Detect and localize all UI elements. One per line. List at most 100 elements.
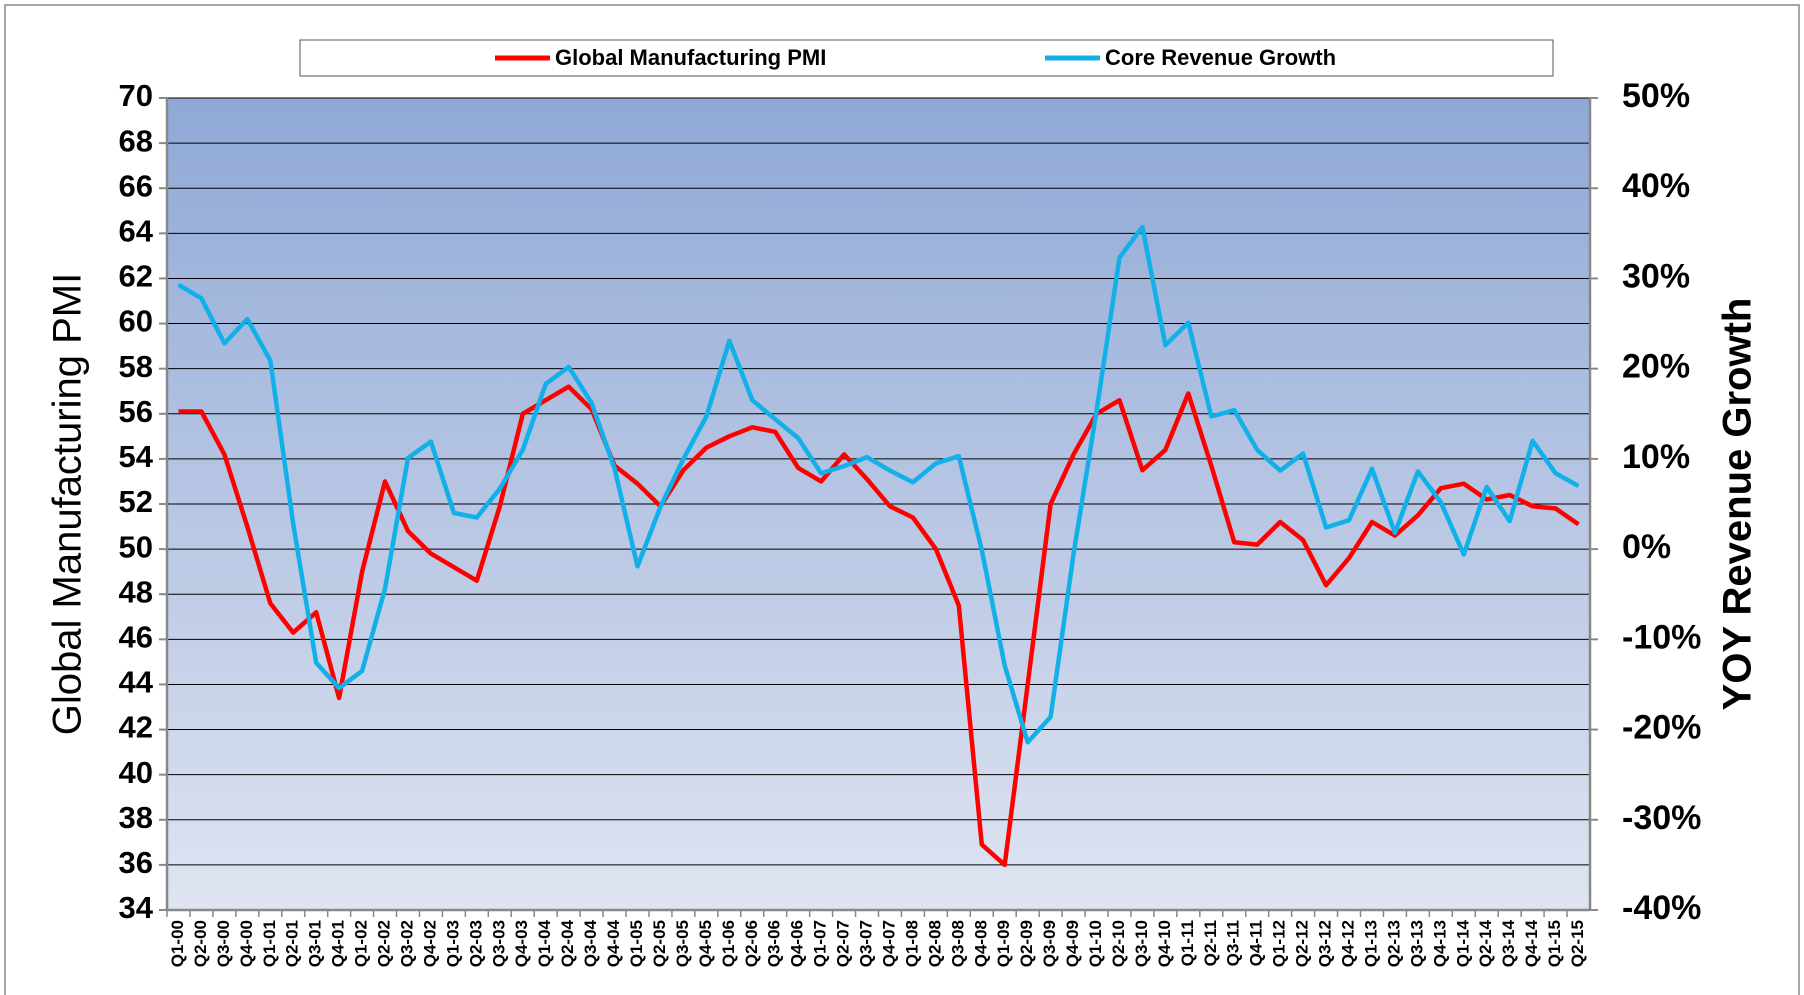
x-tick-label: Q2-14	[1476, 919, 1495, 967]
x-tick-label: Q4-10	[1155, 920, 1174, 967]
legend-label: Core Revenue Growth	[1105, 45, 1336, 70]
x-tick-label: Q2-08	[925, 920, 944, 967]
x-tick-label: Q4-07	[879, 920, 898, 967]
x-tick-label: Q1-10	[1086, 920, 1105, 967]
x-tick-label: Q2-06	[742, 920, 761, 967]
y2-tick-label: 30%	[1622, 257, 1690, 295]
y-tick-label: 40	[119, 755, 153, 790]
x-tick-label: Q4-11	[1247, 920, 1266, 966]
y-axis-title: Global Manufacturing PMI	[46, 273, 90, 735]
y-tick-label: 50	[119, 529, 153, 564]
x-tick-label: Q1-07	[811, 920, 830, 967]
x-tick-label: Q3-04	[581, 919, 600, 967]
y-tick-label: 58	[119, 349, 153, 384]
x-tick-label: Q2-07	[834, 920, 853, 967]
x-tick-label: Q3-14	[1499, 919, 1518, 967]
x-tick-label: Q4-09	[1063, 920, 1082, 967]
x-tick-label: Q2-13	[1384, 920, 1403, 967]
y2-tick-label: 0%	[1622, 528, 1671, 566]
x-tick-label: Q2-15	[1568, 920, 1587, 967]
x-tick-label: Q1-15	[1545, 920, 1564, 967]
y-tick-label: 52	[119, 484, 153, 519]
x-tick-label: Q1-03	[443, 920, 462, 967]
x-tick-label: Q2-01	[283, 920, 302, 967]
x-tick-label: Q2-10	[1109, 920, 1128, 967]
y-tick-label: 66	[119, 168, 153, 203]
x-tick-label: Q4-05	[696, 920, 715, 967]
x-tick-label: Q1-01	[260, 920, 279, 967]
y2-tick-label: -40%	[1622, 889, 1701, 927]
y-tick-label: 34	[119, 890, 154, 925]
x-tick-label: Q3-09	[1040, 920, 1059, 967]
x-tick-label: Q3-12	[1316, 920, 1335, 967]
x-tick-label: Q1-06	[719, 920, 738, 967]
x-tick-label: Q2-12	[1293, 920, 1312, 967]
x-tick-label: Q2-11	[1201, 920, 1220, 966]
x-tick-label: Q2-03	[466, 920, 485, 967]
x-tick-label: Q1-08	[902, 920, 921, 967]
x-tick-label: Q3-06	[765, 920, 784, 967]
y-tick-label: 70	[119, 78, 153, 113]
chart-frame	[4, 4, 1800, 995]
y2-axis-title: YOY Revenue Growth	[1716, 298, 1760, 711]
x-tick-label: Q3-00	[214, 920, 233, 967]
series-line	[177, 224, 1580, 745]
x-tick-label: Q2-00	[191, 920, 210, 967]
y2-tick-label: 20%	[1622, 348, 1690, 386]
x-tick-label: Q2-05	[650, 920, 669, 967]
y2-tick-label: -20%	[1622, 709, 1701, 747]
x-tick-label: Q2-04	[558, 919, 577, 967]
x-tick-label: Q4-13	[1430, 920, 1449, 967]
x-tick-label: Q4-03	[512, 920, 531, 967]
x-tick-label: Q3-01	[306, 920, 325, 967]
x-tick-label: Q4-08	[971, 920, 990, 967]
y-tick-label: 60	[119, 304, 153, 339]
x-tick-label: Q2-09	[1017, 920, 1036, 967]
x-tick-label: Q4-02	[420, 920, 439, 967]
x-tick-label: Q3-07	[857, 920, 876, 967]
x-tick-label: Q1-05	[627, 920, 646, 967]
x-tick-label: Q3-05	[673, 920, 692, 967]
x-tick-label: Q1-11	[1178, 920, 1197, 966]
y-tick-label: 46	[119, 620, 153, 655]
x-tick-label: Q4-04	[604, 919, 623, 967]
x-tick-label: Q1-02	[352, 920, 371, 967]
legend-box	[299, 39, 1554, 77]
x-tick-label: Q2-02	[375, 920, 394, 967]
x-tick-label: Q1-00	[168, 920, 187, 967]
y2-tick-label: -10%	[1622, 618, 1701, 656]
x-tick-label: Q3-02	[397, 920, 416, 967]
x-tick-label: Q4-12	[1338, 920, 1357, 967]
x-tick-label: Q3-10	[1132, 920, 1151, 967]
y-tick-label: 68	[119, 123, 153, 158]
x-tick-label: Q3-08	[948, 920, 967, 967]
x-tick-label: Q1-13	[1361, 920, 1380, 967]
y-tick-label: 64	[119, 214, 154, 249]
series-line	[178, 384, 1580, 868]
y-tick-label: 62	[119, 259, 153, 294]
y-tick-label: 48	[119, 574, 153, 609]
y-tick-label: 42	[119, 710, 153, 745]
y-tick-label: 54	[119, 439, 154, 474]
y2-tick-label: 40%	[1622, 167, 1690, 205]
y2-tick-label: 50%	[1622, 77, 1690, 115]
x-tick-label: Q4-06	[788, 920, 807, 967]
x-tick-label: Q1-04	[535, 919, 554, 967]
x-tick-label: Q1-14	[1453, 919, 1472, 967]
x-tick-label: Q3-13	[1407, 920, 1426, 967]
x-tick-label: Q1-09	[994, 920, 1013, 967]
x-tick-label: Q3-11	[1224, 920, 1243, 966]
x-tick-label: Q4-14	[1522, 919, 1541, 967]
y2-tick-label: -30%	[1622, 799, 1701, 837]
x-tick-label: Q3-03	[489, 920, 508, 967]
y-tick-label: 36	[119, 845, 153, 880]
y-tick-label: 56	[119, 394, 153, 429]
x-tick-label: Q4-01	[329, 920, 348, 967]
y-tick-label: 44	[119, 665, 154, 700]
legend-label: Global Manufacturing PMI	[555, 45, 826, 70]
x-tick-label: Q4-00	[237, 920, 256, 967]
x-tick-label: Q1-12	[1270, 920, 1289, 967]
y2-tick-label: 10%	[1622, 438, 1690, 476]
y-tick-label: 38	[119, 800, 153, 835]
